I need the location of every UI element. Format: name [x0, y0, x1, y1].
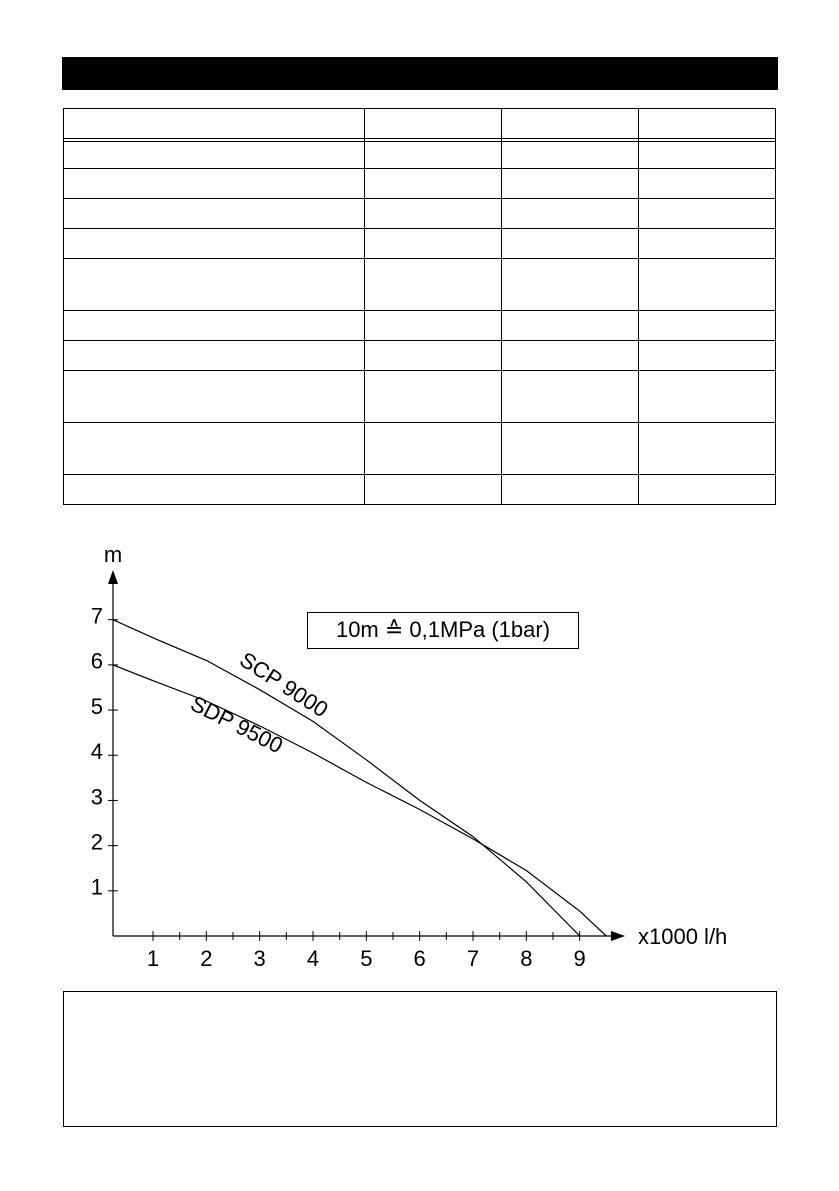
x-tick-label: 8	[520, 946, 532, 971]
x-tick-label: 3	[254, 946, 266, 971]
x-axis-arrow	[611, 931, 625, 941]
y-axis-arrow	[108, 570, 118, 584]
x-tick-label: 1	[147, 946, 159, 971]
spec-table	[63, 108, 776, 505]
y-tick-label: 5	[91, 694, 103, 719]
x-tick-label: 9	[574, 946, 586, 971]
annotation-box	[307, 612, 579, 649]
y-tick-label: 7	[91, 604, 103, 629]
x-tick-label: 2	[200, 946, 212, 971]
series-label: SDP 9500	[187, 691, 287, 759]
x-tick-label: 4	[307, 946, 319, 971]
y-tick-label: 1	[91, 875, 103, 900]
y-tick-label: 3	[91, 784, 103, 809]
header-bar	[62, 57, 778, 90]
x-tick-label: 5	[360, 946, 372, 971]
y-tick-label: 4	[91, 739, 103, 764]
x-tick-label: 7	[467, 946, 479, 971]
y-tick-label: 2	[91, 829, 103, 854]
y-axis-label: m	[104, 542, 122, 567]
curve	[112, 619, 581, 937]
curve	[112, 664, 607, 937]
x-tick-label: 6	[414, 946, 426, 971]
x-axis-label: x1000 l/h	[638, 924, 727, 949]
note-box	[63, 991, 777, 1127]
y-tick-label: 6	[91, 649, 103, 674]
annotation: 10m ≙ 0,1MPa (1bar)	[336, 617, 550, 642]
